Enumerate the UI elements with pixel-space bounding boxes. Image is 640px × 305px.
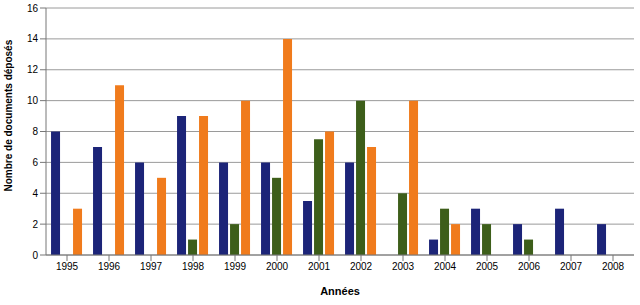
svg-text:0: 0	[32, 250, 38, 261]
svg-text:2003: 2003	[392, 261, 415, 272]
svg-text:1999: 1999	[224, 261, 247, 272]
svg-text:10: 10	[27, 95, 39, 106]
svg-text:1997: 1997	[140, 261, 163, 272]
svg-text:4: 4	[32, 188, 38, 199]
svg-text:8: 8	[32, 126, 38, 137]
svg-text:14: 14	[27, 33, 39, 44]
svg-text:16: 16	[27, 3, 39, 14]
svg-text:2000: 2000	[266, 261, 289, 272]
svg-text:12: 12	[27, 64, 39, 75]
svg-text:Années: Années	[320, 285, 360, 297]
svg-text:2: 2	[32, 219, 38, 230]
svg-text:2001: 2001	[308, 261, 331, 272]
svg-text:2006: 2006	[518, 261, 541, 272]
svg-text:1996: 1996	[98, 261, 121, 272]
svg-text:2005: 2005	[476, 261, 499, 272]
svg-text:Nombre de documents déposés: Nombre de documents déposés	[8, 39, 14, 191]
svg-text:2008: 2008	[602, 261, 625, 272]
svg-text:1998: 1998	[182, 261, 205, 272]
svg-text:1995: 1995	[56, 261, 79, 272]
svg-text:2007: 2007	[560, 261, 583, 272]
svg-text:2004: 2004	[434, 261, 457, 272]
svg-text:6: 6	[32, 157, 38, 168]
svg-text:2002: 2002	[350, 261, 373, 272]
